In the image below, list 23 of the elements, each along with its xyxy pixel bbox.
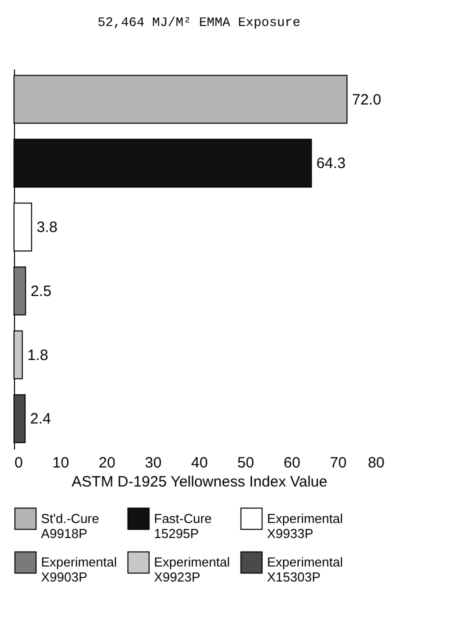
x-tick-label: 0 [14, 454, 23, 472]
data-label: 72.0 [352, 91, 382, 108]
legend-label: Experimental X9903P [41, 554, 117, 584]
data-label: 64.3 [316, 155, 346, 172]
x-tick-label: 40 [191, 454, 208, 472]
x-tick-label: 30 [144, 454, 162, 472]
data-label: 2.4 [30, 410, 51, 428]
legend-label: Experimental X9933P [267, 510, 343, 541]
data-label: 1.8 [27, 346, 48, 364]
x-tick-label: 50 [237, 454, 254, 472]
x-tick-label: 80 [368, 454, 384, 472]
x-tick-label: 60 [284, 454, 300, 472]
x-tick-label: 70 [330, 454, 347, 472]
legend-label: Experimental X15303P [267, 554, 343, 584]
data-label: 3.8 [36, 219, 58, 236]
legend-label: Fast-Cure 15295P [154, 510, 212, 541]
data-label: 2.5 [30, 282, 52, 300]
x-axis-title: ASTM D-1925 Yellowness Index Value [72, 474, 328, 490]
x-tick-label: 10 [52, 454, 70, 472]
legend-label: Experimental X9923P [154, 554, 230, 584]
legend-label: St'd.-Cure A9918P [41, 510, 100, 541]
chart-title: 52,464 MJ/M² EMMA Exposure [98, 15, 300, 30]
x-tick-label: 20 [98, 454, 116, 472]
